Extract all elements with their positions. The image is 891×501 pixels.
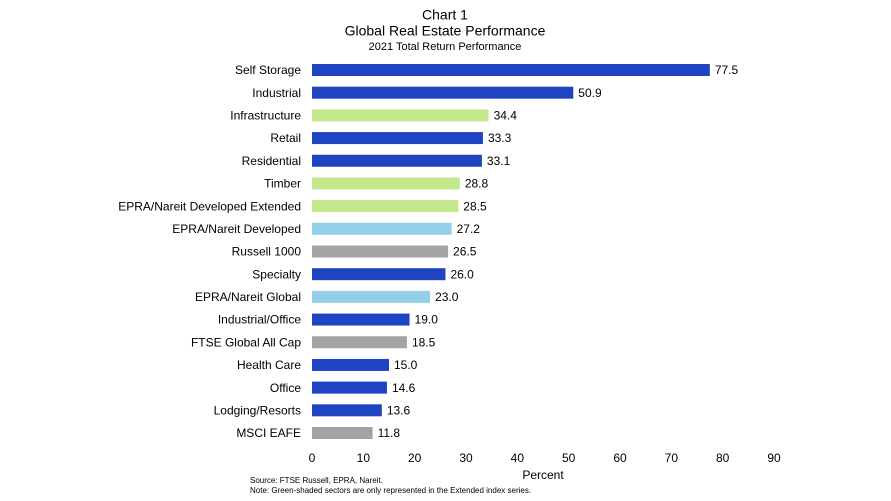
y-tick-label: Industrial bbox=[252, 86, 301, 100]
value-label: 26.5 bbox=[453, 245, 477, 259]
x-tick-label: 70 bbox=[665, 451, 679, 465]
y-tick-label: EPRA/Nareit Developed bbox=[172, 222, 301, 236]
bar bbox=[312, 200, 459, 213]
value-label: 23.0 bbox=[435, 290, 459, 304]
x-tick-label: 20 bbox=[408, 451, 422, 465]
bar bbox=[312, 427, 373, 439]
y-tick-label: Timber bbox=[264, 177, 301, 191]
y-tick-label: Russell 1000 bbox=[232, 245, 302, 259]
y-tick-label: Office bbox=[270, 381, 301, 395]
x-tick-label: 80 bbox=[716, 451, 730, 465]
x-tick-label: 60 bbox=[613, 451, 627, 465]
x-tick-label: 30 bbox=[459, 451, 473, 465]
bar bbox=[312, 177, 460, 190]
bar bbox=[312, 313, 410, 326]
value-label: 33.1 bbox=[487, 154, 511, 168]
value-label: 28.5 bbox=[463, 199, 487, 213]
y-tick-label: Residential bbox=[242, 154, 301, 168]
value-label: 13.6 bbox=[387, 403, 411, 417]
y-tick-label: Specialty bbox=[252, 267, 301, 281]
y-tick-label: Industrial/Office bbox=[218, 313, 301, 327]
value-label: 14.6 bbox=[392, 381, 416, 395]
value-label: 34.4 bbox=[494, 109, 518, 123]
bar bbox=[312, 154, 482, 167]
bar bbox=[312, 268, 446, 281]
x-tick-label: 40 bbox=[511, 451, 525, 465]
x-tick-label: 50 bbox=[562, 451, 576, 465]
bar bbox=[312, 86, 574, 99]
value-label: 77.5 bbox=[715, 63, 739, 77]
bar bbox=[312, 381, 387, 394]
source-note: Source: FTSE Russell, EPRA, Nareit. bbox=[250, 476, 383, 485]
y-tick-label: Infrastructure bbox=[230, 109, 301, 123]
value-label: 50.9 bbox=[578, 86, 602, 100]
value-label: 15.0 bbox=[394, 358, 418, 372]
bar bbox=[312, 245, 449, 258]
value-label: 11.8 bbox=[378, 426, 401, 440]
chart-subtitle: 2021 Total Return Performance bbox=[369, 41, 522, 53]
bar bbox=[312, 358, 389, 371]
bar bbox=[312, 404, 382, 417]
bar bbox=[312, 132, 483, 145]
y-tick-label: Lodging/Resorts bbox=[214, 403, 301, 417]
value-label: 19.0 bbox=[415, 313, 439, 327]
value-label: 28.8 bbox=[465, 177, 489, 191]
x-axis-label: Percent bbox=[522, 468, 564, 482]
chart-title: Chart 1 bbox=[422, 7, 468, 23]
value-label: 27.2 bbox=[457, 222, 481, 236]
x-tick-label: 0 bbox=[309, 451, 316, 465]
value-label: 26.0 bbox=[450, 267, 474, 281]
bar bbox=[312, 290, 431, 303]
y-tick-label: FTSE Global All Cap bbox=[191, 335, 301, 349]
value-label: 18.5 bbox=[412, 335, 436, 349]
chart-subtitle: Global Real Estate Performance bbox=[345, 23, 546, 39]
y-tick-label: EPRA/Nareit Developed Extended bbox=[118, 199, 301, 213]
bar bbox=[312, 222, 452, 235]
bar bbox=[312, 336, 407, 349]
x-tick-label: 10 bbox=[357, 451, 371, 465]
bar bbox=[312, 109, 489, 122]
value-label: 33.3 bbox=[488, 131, 512, 145]
bar bbox=[312, 64, 710, 76]
y-tick-label: Retail bbox=[270, 131, 301, 145]
x-tick-label: 90 bbox=[767, 451, 781, 465]
y-tick-label: MSCI EAFE bbox=[236, 426, 301, 440]
y-tick-label: Self Storage bbox=[235, 63, 301, 77]
y-tick-label: Health Care bbox=[237, 358, 301, 372]
y-tick-label: EPRA/Nareit Global bbox=[195, 290, 301, 304]
footnote: Note: Green-shaded sectors are only repr… bbox=[250, 486, 531, 495]
